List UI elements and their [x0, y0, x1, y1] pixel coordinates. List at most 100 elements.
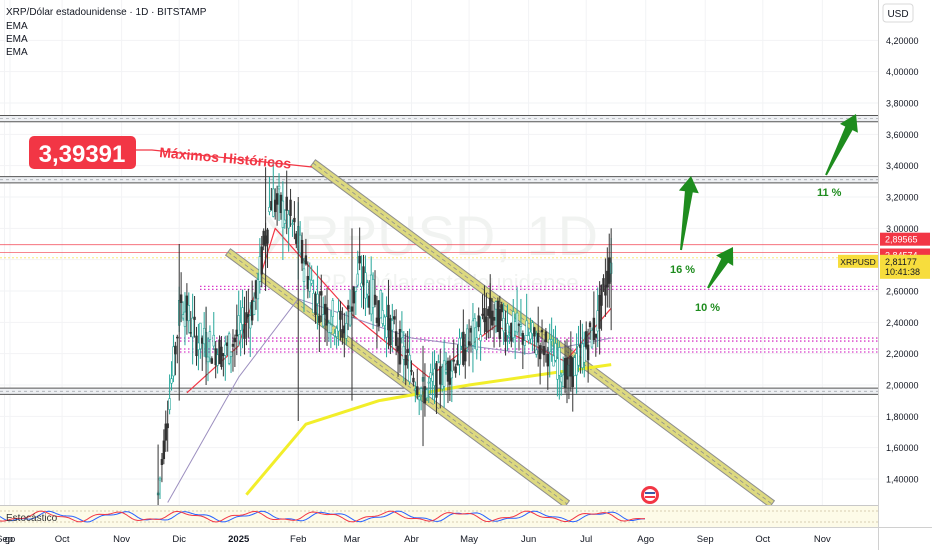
- candle-body: [502, 318, 505, 332]
- candle-body: [460, 337, 463, 347]
- candle-body: [387, 304, 390, 331]
- candle-body: [158, 477, 162, 481]
- candle-body: [199, 322, 202, 350]
- candle-body: [464, 349, 467, 362]
- price-tag-label: 2,81177: [885, 257, 917, 267]
- candle-body: [212, 334, 215, 347]
- candle-body: [560, 376, 563, 383]
- candle-body: [316, 293, 319, 304]
- indicator-ema-1[interactable]: EMA: [6, 21, 28, 32]
- candle-body: [442, 360, 446, 387]
- candle-body: [408, 354, 411, 382]
- price-tick-label: 3,80000: [886, 99, 919, 109]
- candle-body: [479, 334, 482, 341]
- time-axis[interactable]: [0, 527, 932, 550]
- candle-body: [266, 229, 269, 244]
- candle-body: [377, 300, 381, 327]
- candle-body: [277, 185, 281, 190]
- candle-body: [191, 317, 194, 338]
- stochastic-line: [0, 510, 645, 523]
- candle-body: [537, 332, 540, 343]
- candle-body: [185, 295, 189, 321]
- time-tick-label: Feb: [290, 534, 306, 545]
- price-tick-label: 2,60000: [886, 287, 919, 297]
- candle-body: [554, 343, 557, 361]
- candle-body: [583, 346, 586, 363]
- candle-body: [544, 331, 548, 343]
- candle-body: [487, 308, 490, 316]
- candle-body: [394, 331, 398, 346]
- time-tick-label: Sep: [697, 534, 714, 545]
- candle-body: [490, 310, 494, 326]
- candle-body: [473, 318, 477, 329]
- candle-body: [327, 323, 331, 333]
- candle-body: [496, 300, 500, 332]
- candle-body: [433, 368, 436, 386]
- price-tick-label: 3,00000: [886, 224, 919, 234]
- candle-body: [569, 356, 573, 377]
- candle-body: [333, 333, 336, 337]
- candle-body: [485, 316, 488, 332]
- candle-body: [222, 353, 225, 357]
- candle-body: [594, 333, 597, 338]
- indicator-ema-3[interactable]: EMA: [6, 47, 28, 58]
- candle-body: [602, 278, 605, 286]
- candle-body: [206, 356, 210, 363]
- candle-body: [435, 363, 438, 398]
- candle-body: [318, 315, 321, 323]
- currency-button[interactable]: USD: [882, 3, 914, 23]
- candle-body: [586, 344, 590, 361]
- time-tick-label: Jul: [580, 534, 592, 545]
- candle-body: [245, 312, 248, 323]
- candle-body: [195, 335, 198, 357]
- time-tick-label: Abr: [404, 534, 419, 545]
- candle-body: [550, 339, 553, 342]
- candle-body: [456, 360, 459, 366]
- candle-body: [325, 307, 329, 326]
- price-tick-label: 4,00000: [886, 67, 919, 77]
- price-tick-label: 2,20000: [886, 349, 919, 359]
- candle-body: [366, 282, 369, 295]
- candle-body: [241, 307, 244, 325]
- candle-body: [272, 188, 275, 217]
- candle-body: [339, 310, 342, 320]
- candle-body: [224, 344, 227, 356]
- candle-body: [546, 353, 550, 367]
- time-tick-label: Jun: [521, 534, 536, 545]
- candle-body: [402, 345, 406, 360]
- candle-body: [556, 358, 559, 380]
- time-tick-label: go: [5, 534, 16, 545]
- candle-body: [291, 223, 294, 225]
- candle-body: [218, 339, 221, 365]
- target-arrows: [678, 114, 858, 289]
- candle-body: [450, 370, 454, 379]
- candle-body: [379, 290, 382, 319]
- candle-body: [172, 346, 175, 377]
- candle-body: [510, 322, 513, 342]
- candle-body: [429, 372, 432, 379]
- candle-body: [181, 314, 185, 319]
- candle-body: [279, 194, 283, 214]
- candle-body: [364, 272, 367, 299]
- candle-body: [345, 323, 348, 339]
- candle-body: [208, 331, 212, 340]
- candles: [156, 159, 613, 534]
- candle-body: [302, 268, 306, 282]
- candle-body: [431, 374, 434, 382]
- candle-body: [341, 329, 344, 338]
- stochastic-lines: [0, 510, 646, 523]
- candle-body: [285, 196, 288, 211]
- candle-body: [513, 321, 517, 332]
- candle-body: [577, 345, 580, 366]
- candle-body: [201, 337, 204, 344]
- candle-body: [558, 347, 561, 376]
- candle-body: [356, 273, 359, 286]
- candle-body: [262, 230, 265, 246]
- candle-body: [162, 440, 166, 460]
- countdown-label: 10:41:38: [885, 267, 920, 277]
- us-flag-icon[interactable]: [641, 486, 659, 504]
- candle-body: [492, 317, 496, 321]
- candle-body: [396, 345, 400, 352]
- indicator-ema-2[interactable]: EMA: [6, 34, 28, 45]
